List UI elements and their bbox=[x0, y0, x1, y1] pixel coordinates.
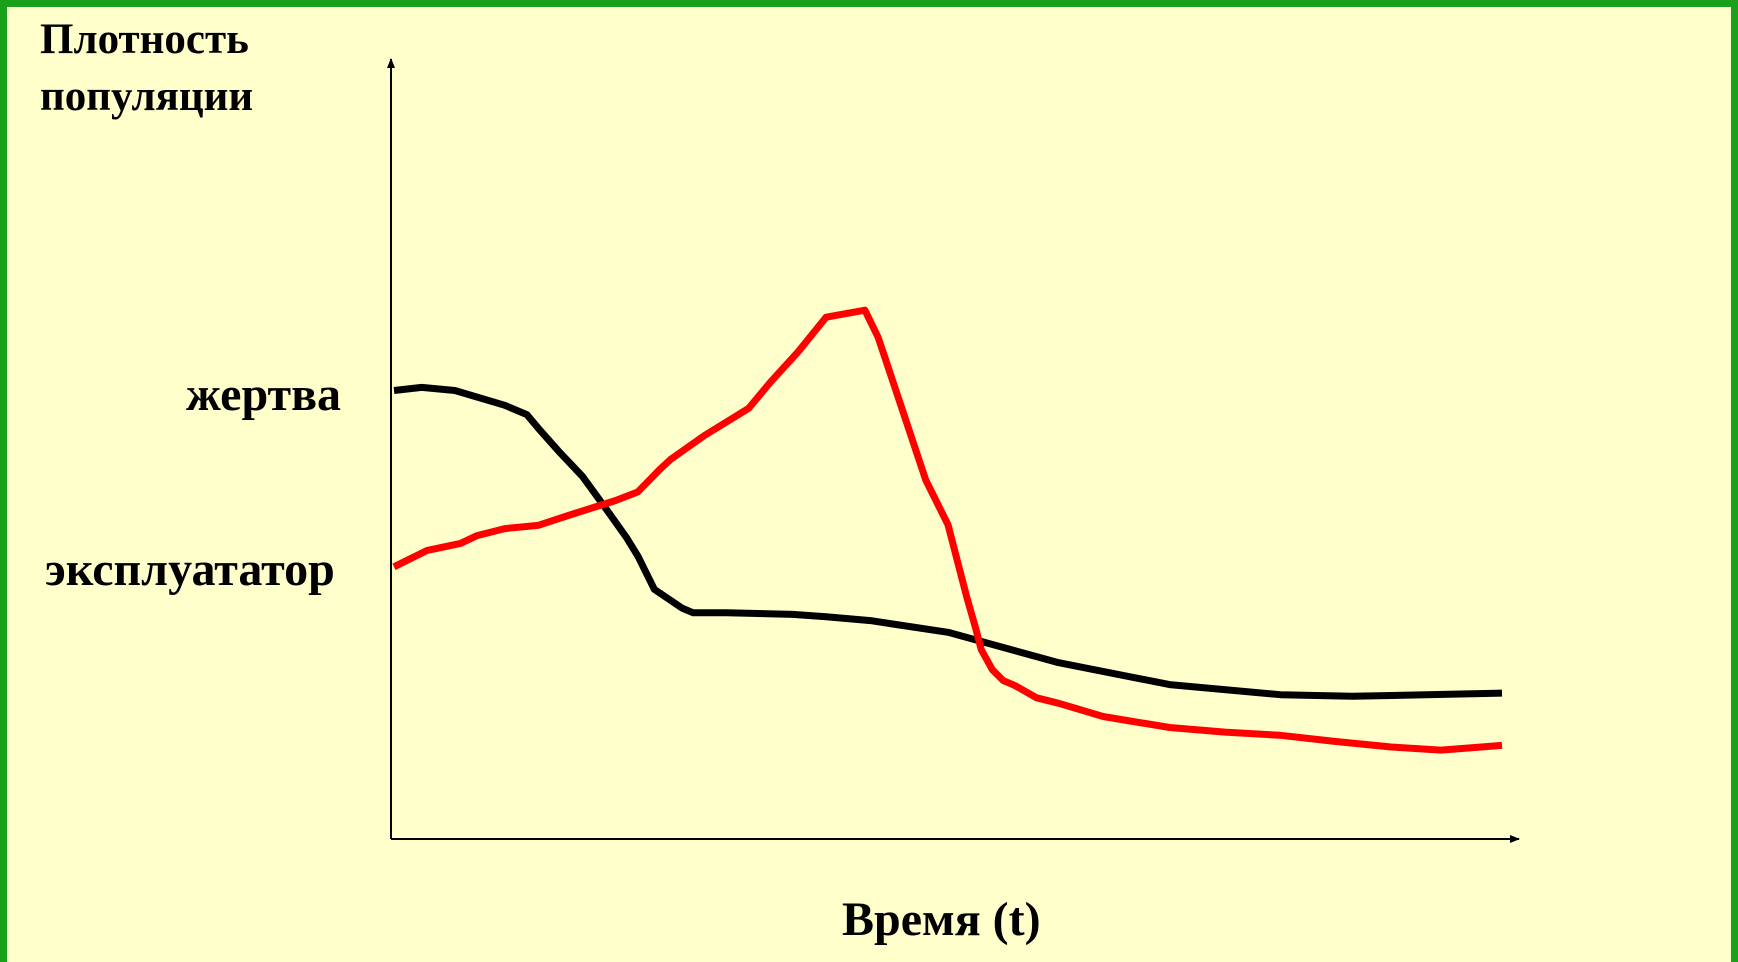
predator-series-line bbox=[392, 306, 1503, 754]
predator-series-label: эксплуататор bbox=[45, 543, 335, 596]
series-layer bbox=[392, 306, 1503, 754]
x-axis-label: Время (t) bbox=[842, 893, 1041, 946]
slide: Плотность популяции жертва эксплуататор … bbox=[7, 7, 1731, 962]
y-axis-label: Плотность популяции bbox=[40, 11, 253, 125]
y-axis-label-line-2: популяции bbox=[40, 73, 254, 120]
prey-series-label: жертва bbox=[186, 368, 342, 421]
y-axis-label-line-1: Плотность bbox=[40, 16, 249, 63]
prey-series-line bbox=[393, 383, 1503, 700]
population-chart bbox=[387, 58, 1520, 843]
